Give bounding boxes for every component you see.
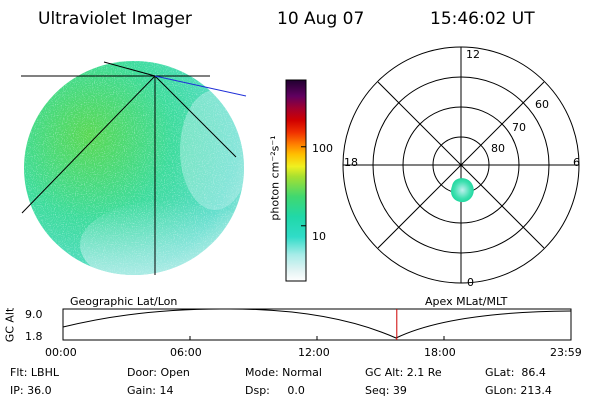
- status-filter: Flt: LBHL: [10, 366, 59, 379]
- timeline-x-tick-3: 18:00: [424, 346, 456, 359]
- lat-label-80: 80: [491, 142, 505, 155]
- status-dsp: Dsp: 0.0: [245, 384, 305, 397]
- timeline-x-tick-1: 06:00: [170, 346, 202, 359]
- mlt-label-12: 12: [466, 48, 480, 61]
- lat-label-60: 60: [535, 98, 549, 111]
- app-title: Ultraviolet Imager: [38, 9, 192, 29]
- status-glat: GLat: 86.4: [485, 366, 546, 379]
- timeline-x-tick-4: 23:59: [550, 346, 582, 359]
- colorbar-tick-10: 10: [312, 230, 326, 243]
- status-glon: GLon: 213.4: [485, 384, 552, 397]
- status-gc-alt: GC Alt: 2.1 Re: [365, 366, 442, 379]
- header-date: 10 Aug 07: [277, 9, 365, 29]
- colorbar-tick-100: 100: [312, 142, 333, 155]
- mlt-label-0: 0: [467, 276, 474, 289]
- status-door: Door: Open: [127, 366, 190, 379]
- timeline-left-label: Geographic Lat/Lon: [70, 295, 178, 308]
- timeline-x-tick-0: 00:00: [45, 346, 77, 359]
- status-gain: Gain: 14: [127, 384, 174, 397]
- status-seq: Seq: 39: [365, 384, 407, 397]
- timeline-x-tick-2: 12:00: [298, 346, 330, 359]
- auroral-emission-patch: [451, 178, 474, 203]
- header-time: 15:46:02 UT: [430, 9, 535, 29]
- timeline-right-label: Apex MLat/MLT: [425, 295, 508, 308]
- timeline-y-tick-max: 9.0: [25, 308, 43, 321]
- mlt-label-18: 18: [344, 156, 358, 169]
- status-ip: IP: 36.0: [10, 384, 52, 397]
- timeline-y-tick-min: 1.8: [25, 330, 43, 343]
- lat-label-70: 70: [512, 121, 526, 134]
- mlt-label-6: 6: [573, 156, 580, 169]
- status-mode: Mode: Normal: [245, 366, 322, 379]
